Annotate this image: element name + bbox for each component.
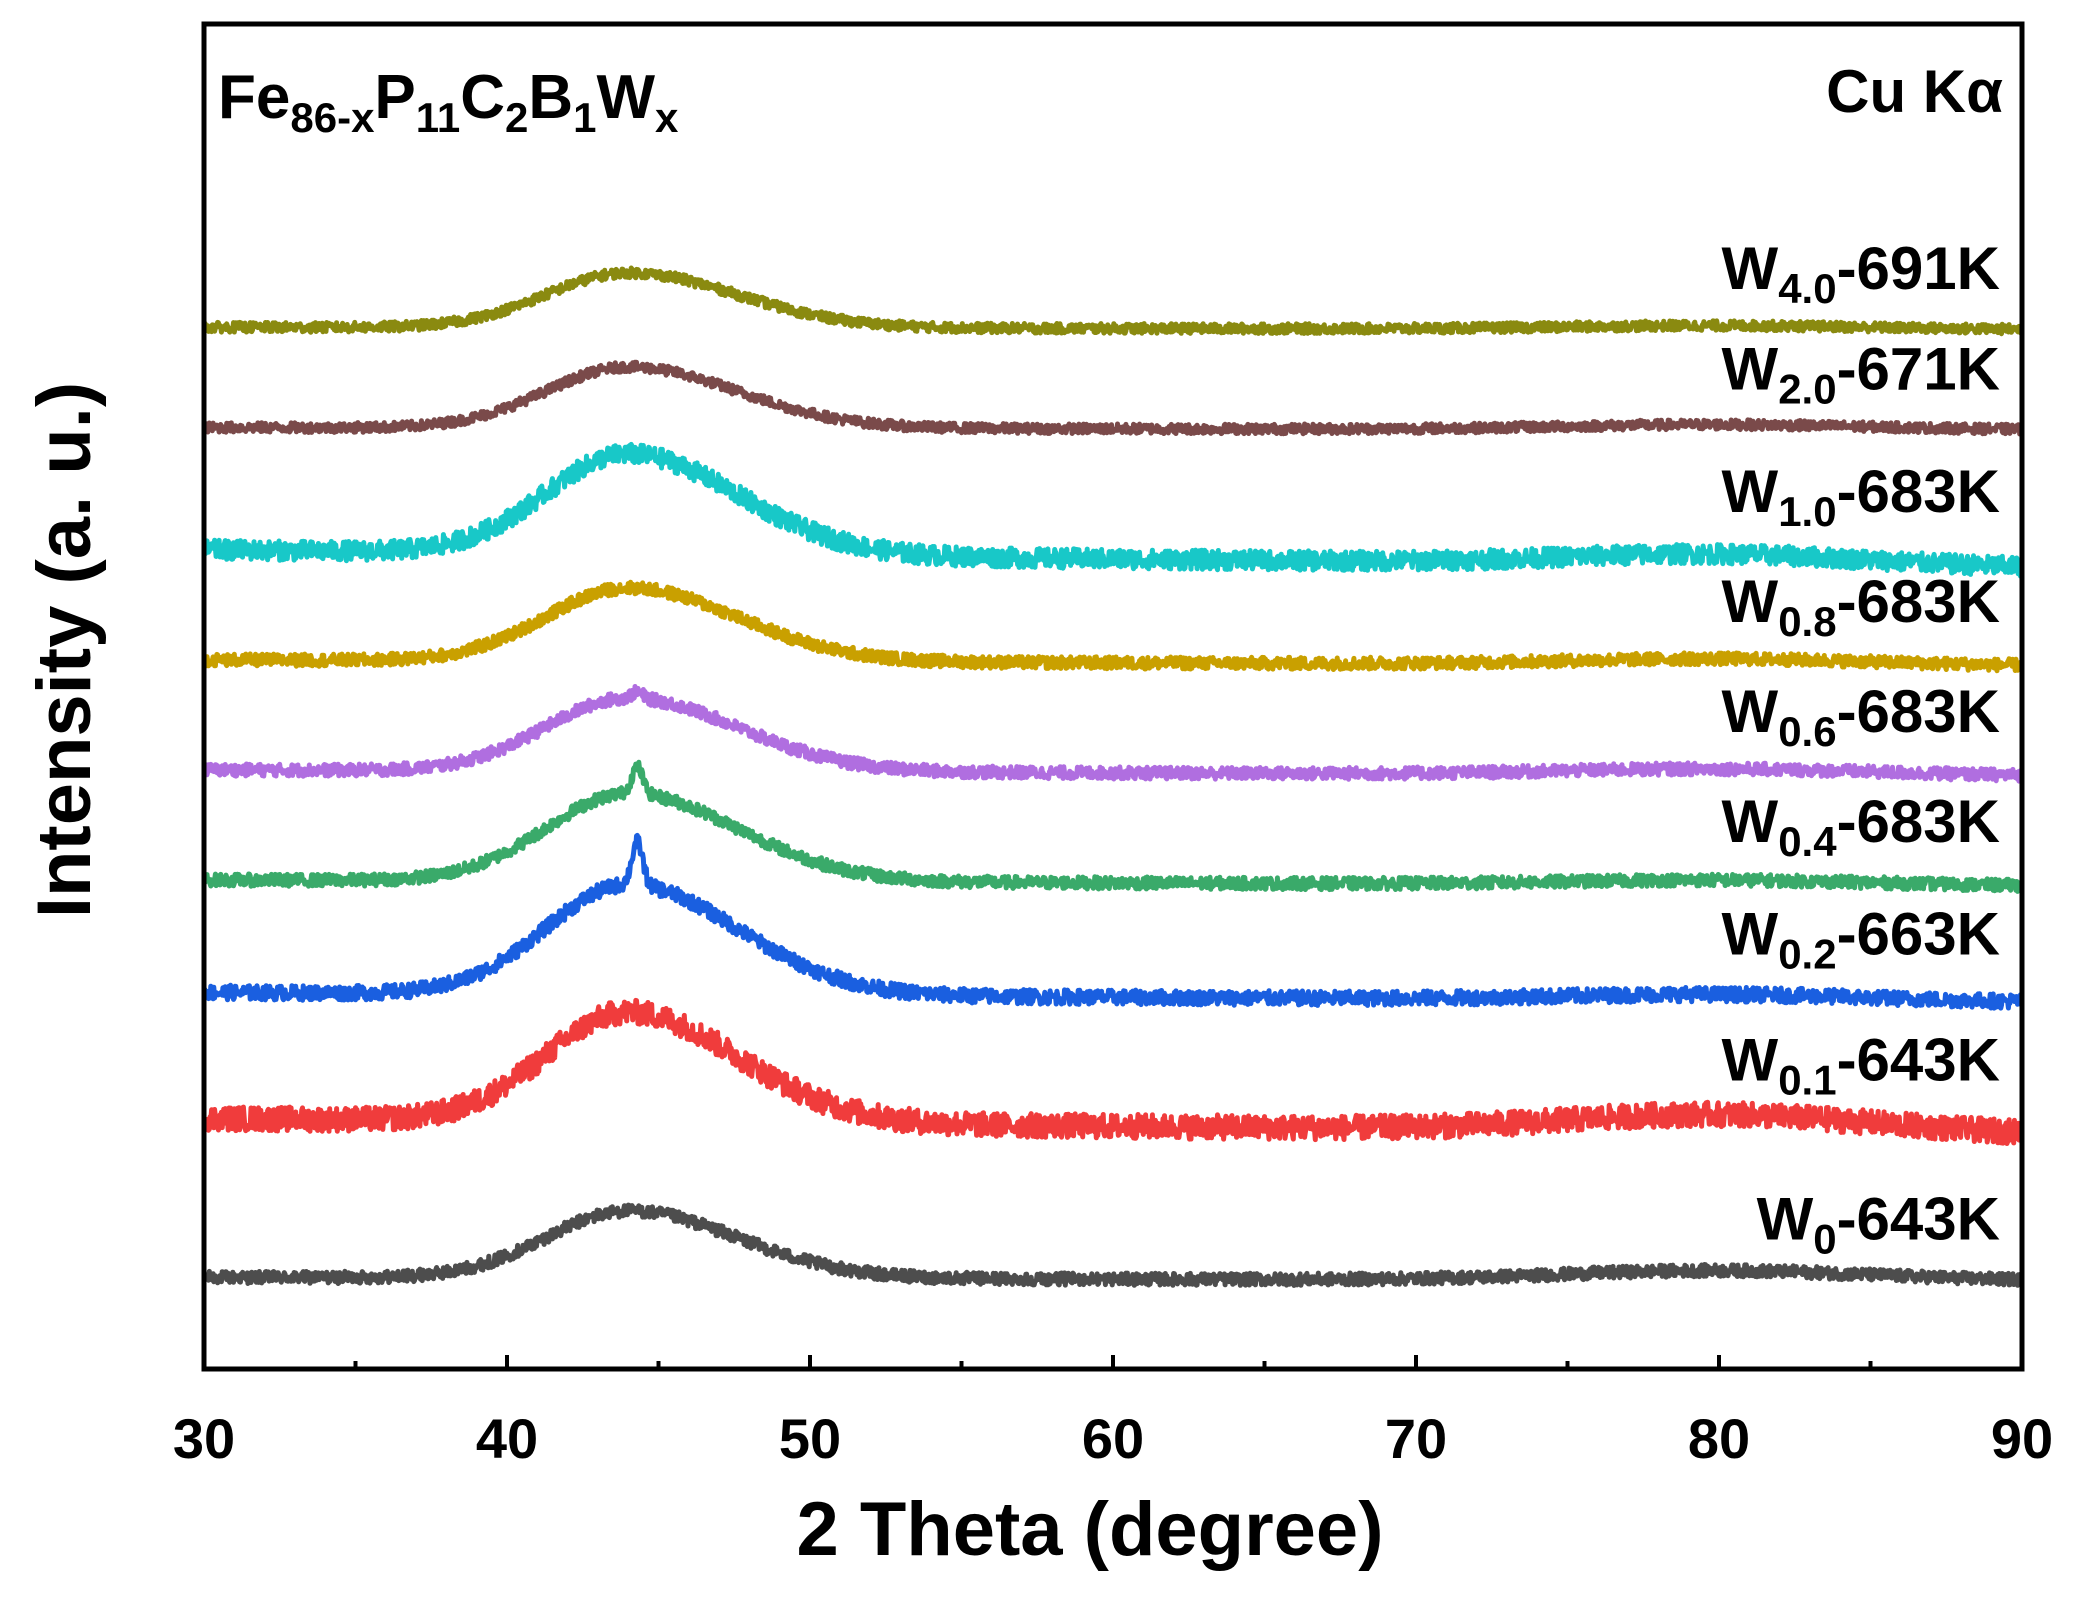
series-label-W2.0-671K: W2.0-671K	[1722, 336, 2000, 413]
x-tick-label: 50	[779, 1407, 841, 1470]
composition-formula: Fe86-xP11C2B1Wx	[218, 63, 679, 141]
series-label-W1.0-683K: W1.0-683K	[1722, 458, 2000, 535]
x-tick-label: 90	[1991, 1407, 2053, 1470]
series-line-W0.2-663K	[202, 832, 2025, 1011]
x-tick-label: 70	[1385, 1407, 1447, 1470]
plot-frame	[201, 21, 2025, 1372]
series-line-W0.6-683K	[201, 684, 2025, 784]
series-line-W0.8-683K	[201, 579, 2025, 674]
x-tick-label: 60	[1082, 1407, 1144, 1470]
x-tick-label: 30	[173, 1407, 235, 1470]
y-axis-label: Intensity (a. u.)	[22, 382, 107, 918]
series-label-W0.1-643K: W0.1-643K	[1722, 1026, 2000, 1103]
series-line-W1.0-683K	[201, 441, 2025, 579]
x-tick-label: 80	[1688, 1407, 1750, 1470]
series-label-W4.0-691K: W4.0-691K	[1722, 235, 2000, 312]
series-labels-group: W0-643K W0.1-643K W0.2-663K W0.4-683K W0.6-6…	[1722, 235, 2000, 1262]
series-label-W0.4-683K: W0.4-683K	[1722, 788, 2000, 865]
series-line-W4.0-691K	[201, 265, 2025, 337]
series-line-W2.0-671K	[201, 359, 2024, 437]
series-label-W0-643K: W0-643K	[1757, 1185, 2000, 1262]
radiation-label: Cu Kα	[1826, 58, 2003, 125]
series-label-W0.6-683K: W0.6-683K	[1722, 678, 2000, 755]
x-ticks-group: 30 40 50 60 70 80 90	[173, 1355, 2053, 1470]
series-line-W0-643K	[201, 1202, 2025, 1288]
series-label-W0.8-683K: W0.8-683K	[1722, 568, 2000, 645]
x-tick-label: 40	[476, 1407, 538, 1470]
series-line-W0.1-643K	[201, 997, 2025, 1146]
curves-group	[201, 265, 2025, 1288]
series-line-W0.4-683K	[201, 759, 2025, 894]
series-label-W0.2-663K: W0.2-663K	[1722, 900, 2000, 977]
x-axis-label: 2 Theta (degree)	[796, 1487, 1383, 1572]
